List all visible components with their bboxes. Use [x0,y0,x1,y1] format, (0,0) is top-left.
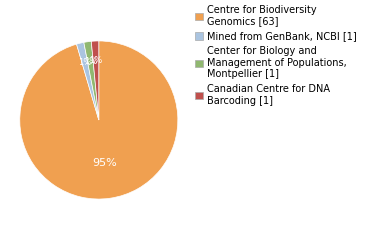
Text: 1%: 1% [84,57,97,66]
Wedge shape [91,41,99,120]
Wedge shape [84,41,99,120]
Text: 1%: 1% [78,58,92,67]
Legend: Centre for Biodiversity
Genomics [63], Mined from GenBank, NCBI [1], Center for : Centre for Biodiversity Genomics [63], M… [195,5,356,106]
Text: 95%: 95% [93,158,117,168]
Wedge shape [20,41,178,199]
Wedge shape [76,42,99,120]
Text: 1%: 1% [89,56,103,65]
